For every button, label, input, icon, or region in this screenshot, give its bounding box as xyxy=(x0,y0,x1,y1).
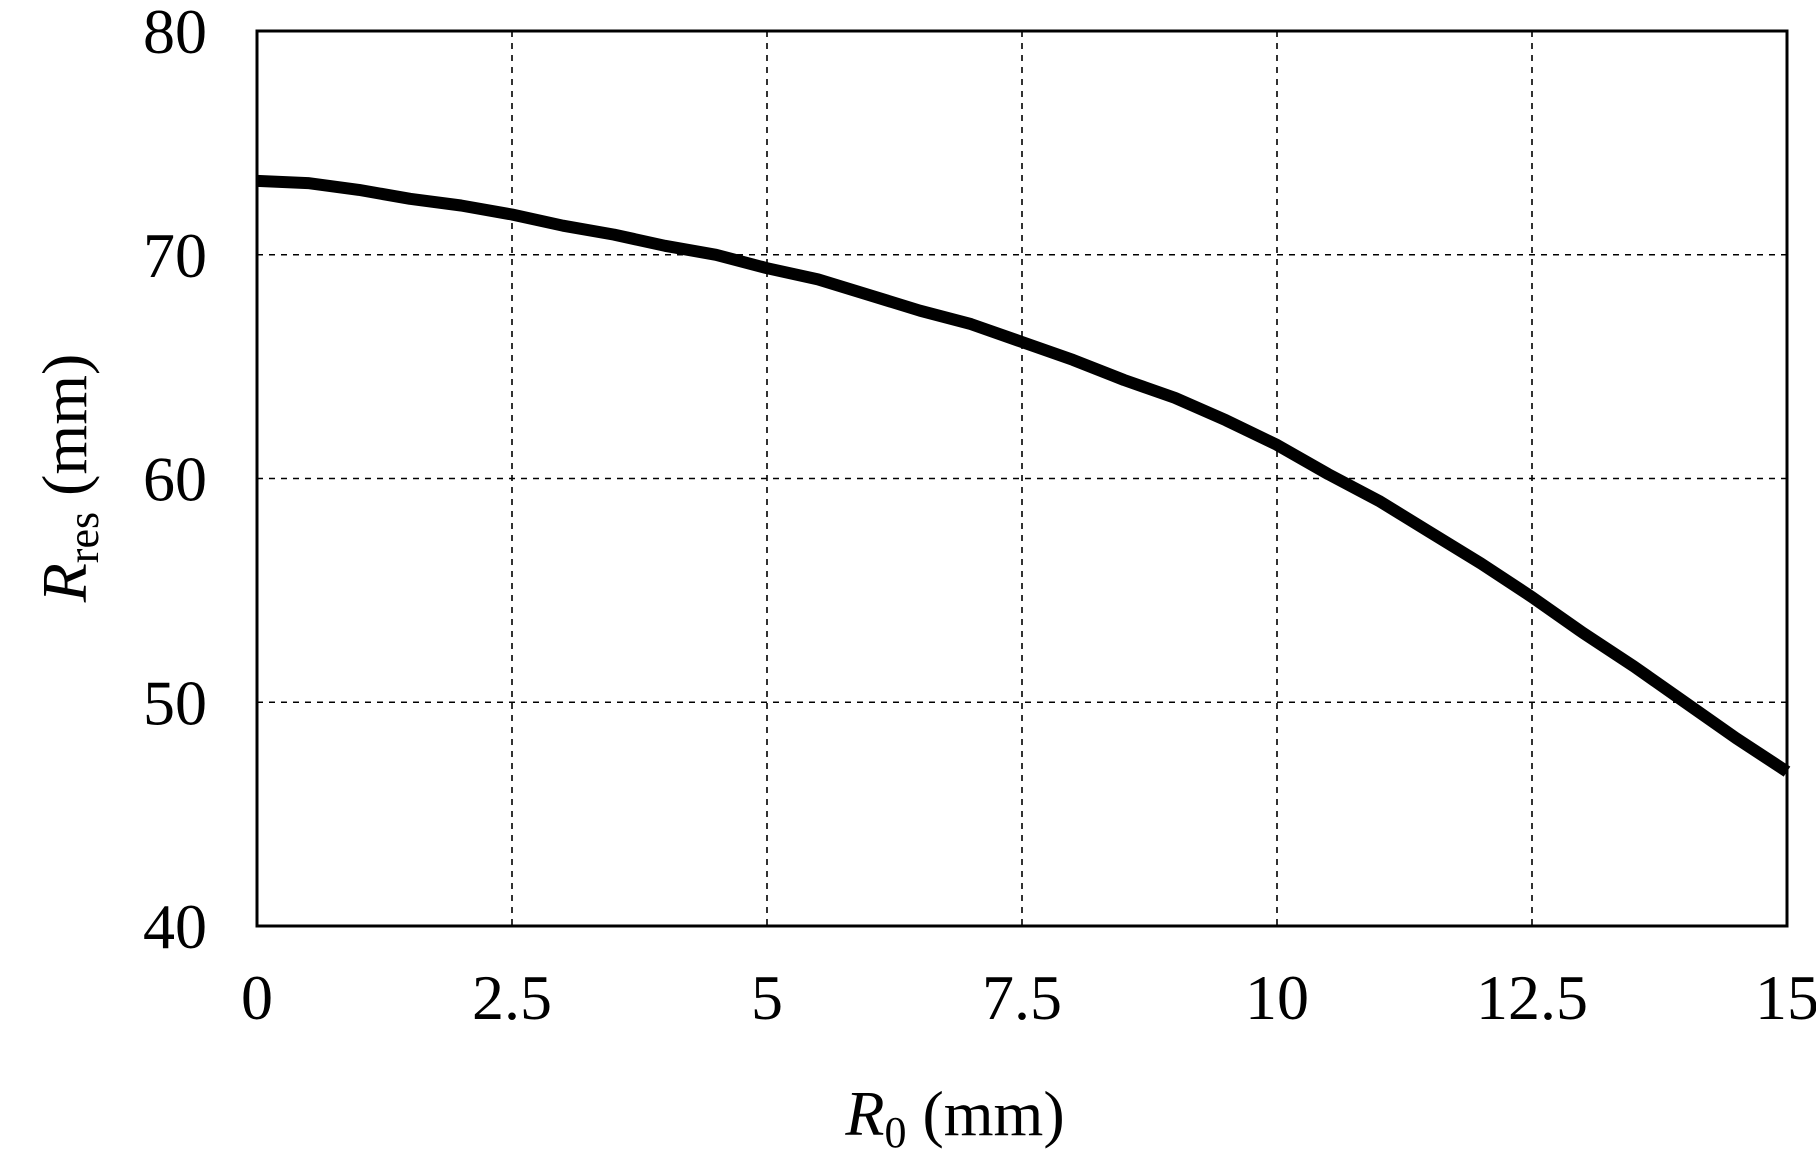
y-axis-label-symbol: R xyxy=(29,563,100,603)
y-axis-label-subscript: res xyxy=(59,512,108,563)
y-axis-label: Rres (mm) xyxy=(29,354,108,604)
y-tick-labels: 40 50 60 70 80 xyxy=(143,0,207,962)
x-axis-label-symbol: R xyxy=(844,1078,884,1149)
y-tick-label: 50 xyxy=(143,667,207,738)
grid xyxy=(257,31,1787,926)
x-tick-label: 7.5 xyxy=(982,962,1062,1033)
x-axis-label-unit: (mm) xyxy=(906,1078,1064,1149)
series-line xyxy=(256,174,1791,777)
x-tick-label: 12.5 xyxy=(1476,962,1588,1033)
y-tick-label: 80 xyxy=(143,0,207,67)
y-tick-label: 70 xyxy=(143,220,207,291)
x-tick-label: 5 xyxy=(751,962,783,1033)
series-layer xyxy=(256,174,1791,777)
x-tick-labels: 0 2.5 5 7.5 10 12.5 15 xyxy=(241,962,1816,1033)
x-tick-label: 0 xyxy=(241,962,273,1033)
y-axis-label-unit: (mm) xyxy=(29,354,100,512)
x-axis-label: R0 (mm) xyxy=(844,1078,1064,1157)
y-tick-label: 60 xyxy=(143,444,207,515)
x-tick-label: 15 xyxy=(1755,962,1816,1033)
x-tick-label: 2.5 xyxy=(472,962,552,1033)
y-tick-label: 40 xyxy=(143,891,207,962)
plot-frame xyxy=(255,29,1789,928)
x-tick-label: 10 xyxy=(1245,962,1309,1033)
x-axis-label-subscript: 0 xyxy=(884,1108,906,1157)
